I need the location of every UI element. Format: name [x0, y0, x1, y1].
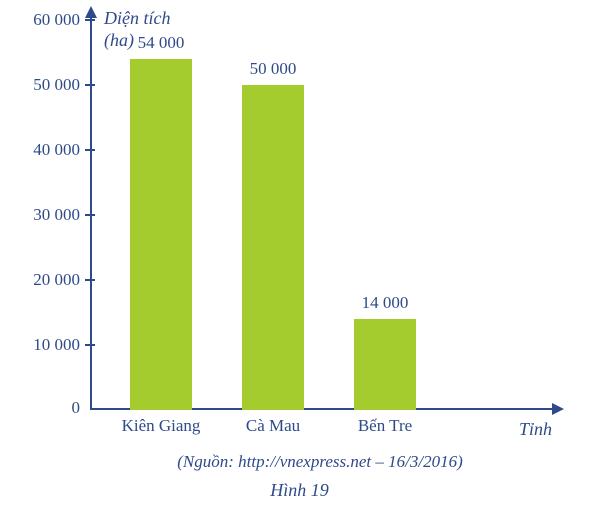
y-tick-label: 20 000 — [33, 270, 90, 290]
y-tick-mark — [85, 149, 95, 151]
y-tick-label: 50 000 — [33, 75, 90, 95]
y-tick-label: 40 000 — [33, 140, 90, 160]
y-tick-label: 60 000 — [33, 10, 90, 30]
bar-value-label: 14 000 — [362, 293, 409, 319]
y-axis-title-line2: (ha) — [104, 30, 134, 50]
y-axis-title-line1: Diện tích — [104, 8, 170, 28]
bar: 50 000Cà Mau — [242, 85, 304, 410]
y-axis-line — [90, 12, 92, 410]
bar-category-label: Cà Mau — [246, 410, 300, 436]
bar-value-label: 54 000 — [138, 33, 185, 59]
x-axis-title: Tỉnh — [519, 419, 552, 440]
y-tick-mark — [85, 344, 95, 346]
origin-label: 0 — [72, 398, 91, 418]
y-tick-label: 10 000 — [33, 335, 90, 355]
y-tick-mark — [85, 84, 95, 86]
bar-chart: Diện tích (ha) Tỉnh 0 10 000 20 000 30 000… — [0, 0, 599, 515]
plot-area: Diện tích (ha) Tỉnh 0 10 00020 00030 000… — [90, 20, 550, 410]
y-tick-label: 30 000 — [33, 205, 90, 225]
bar-category-label: Kiên Giang — [122, 410, 201, 436]
y-tick-mark — [85, 279, 95, 281]
bar: 54 000Kiên Giang — [130, 59, 192, 410]
figure-caption: Hình 19 — [0, 480, 599, 501]
source-citation: (Nguồn: http://vnexpress.net – 16/3/2016… — [90, 452, 550, 472]
y-tick-mark — [85, 19, 95, 21]
x-axis-arrow — [552, 403, 564, 415]
bar: 14 000Bến Tre — [354, 319, 416, 410]
bar-value-label: 50 000 — [250, 59, 297, 85]
bar-category-label: Bến Tre — [358, 410, 412, 436]
y-tick-mark — [85, 214, 95, 216]
